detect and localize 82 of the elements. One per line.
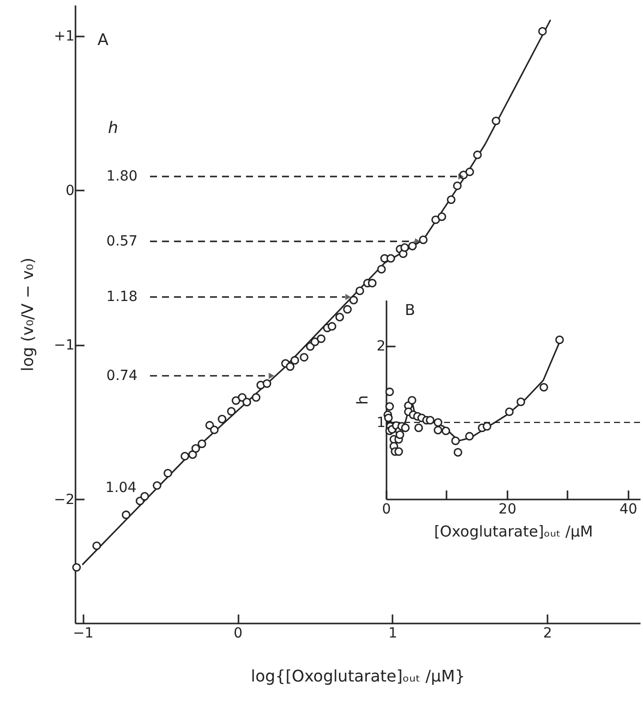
point	[164, 468, 172, 478]
text: A	[98, 30, 109, 49]
point	[227, 407, 236, 416]
annotation: h	[108, 118, 118, 137]
point	[418, 236, 428, 244]
point	[540, 382, 548, 392]
point	[555, 336, 564, 344]
point	[191, 444, 200, 453]
point	[343, 305, 352, 314]
point	[384, 414, 393, 422]
point	[72, 563, 81, 572]
point	[538, 26, 547, 36]
point	[92, 541, 101, 550]
y-tick-label: 0	[66, 182, 74, 199]
annotation: 1.18	[106, 289, 138, 306]
point	[386, 254, 396, 263]
point	[242, 398, 252, 406]
y-tick-label: +1	[54, 28, 74, 44]
annotation: 1.80	[106, 168, 138, 184]
point	[426, 416, 434, 424]
point	[453, 181, 462, 190]
point	[442, 426, 450, 436]
point	[446, 195, 456, 204]
point	[290, 356, 300, 365]
point	[356, 286, 364, 296]
y-axis-title: log (v₀/V − v₀)	[18, 258, 37, 372]
point	[396, 430, 404, 440]
point	[218, 414, 226, 424]
point	[473, 150, 482, 160]
annotation: 0.74	[106, 368, 138, 384]
point	[316, 334, 326, 344]
x-tick-label: −1	[72, 626, 94, 642]
y-tick-label: −2	[54, 492, 74, 508]
point	[349, 296, 358, 304]
point	[377, 264, 386, 274]
point	[152, 481, 162, 490]
point	[505, 407, 514, 416]
point	[335, 312, 344, 322]
point	[431, 215, 440, 224]
point	[262, 379, 272, 388]
point	[198, 439, 206, 448]
point	[300, 352, 308, 362]
point	[310, 338, 320, 346]
point	[328, 322, 336, 331]
annotation: 1.04	[105, 480, 137, 496]
point	[492, 116, 500, 126]
point	[188, 450, 197, 459]
point	[210, 426, 219, 434]
x-tick-label: 1	[388, 626, 398, 642]
x-axis-title: [Oxoglutarate]ₒᵤₜ /μM	[434, 522, 593, 540]
point	[414, 424, 423, 432]
point	[232, 396, 240, 405]
x-axis-title: log{[Oxoglutarate]ₒᵤₜ /μM}	[250, 666, 466, 686]
x-tick-label: 20	[498, 502, 516, 518]
point	[434, 426, 442, 434]
point	[438, 212, 446, 221]
point	[400, 243, 410, 252]
chart-title: B	[404, 301, 416, 319]
x-tick-label: 40	[619, 502, 638, 518]
x-tick-label: 2	[543, 626, 552, 642]
point	[385, 402, 394, 411]
point	[286, 362, 294, 371]
annotation: 0.57	[106, 233, 138, 250]
point	[140, 492, 149, 501]
y-tick-label: −1	[54, 337, 74, 354]
point	[451, 436, 460, 446]
point	[465, 432, 474, 441]
point	[385, 388, 394, 396]
point	[408, 242, 417, 250]
x-tick-label: 0	[234, 626, 242, 642]
point	[454, 448, 462, 457]
point	[408, 396, 416, 405]
point	[516, 397, 526, 406]
point	[401, 424, 410, 432]
point	[180, 452, 190, 460]
point	[122, 510, 130, 520]
point	[465, 168, 474, 176]
y-axis-title: h	[354, 395, 372, 405]
point	[394, 447, 404, 456]
point	[434, 418, 442, 427]
point	[252, 393, 260, 402]
point	[368, 278, 377, 288]
